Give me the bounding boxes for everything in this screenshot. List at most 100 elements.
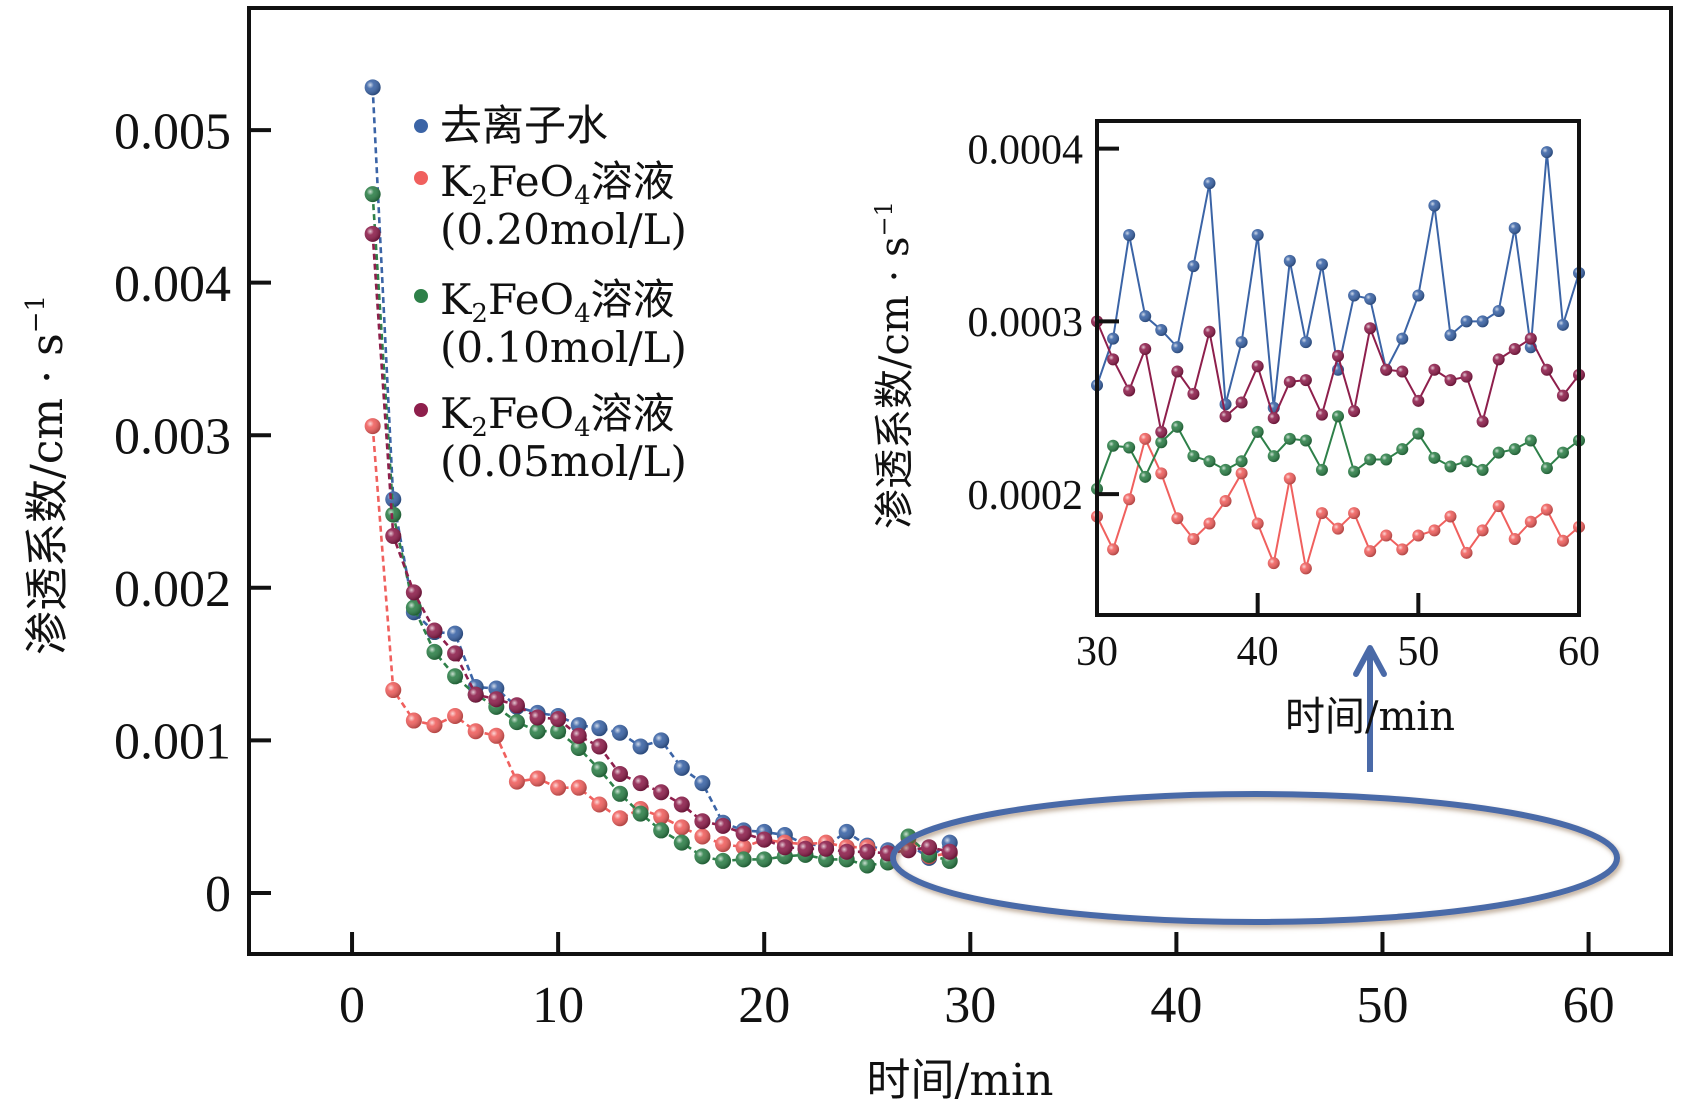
inset-data-point [1396, 332, 1409, 345]
inset-data-point [1508, 343, 1521, 355]
inset-data-point [1364, 322, 1377, 335]
inset-data-point [1283, 375, 1296, 388]
inset-data-point [1396, 543, 1409, 556]
inset-data-point [1332, 410, 1344, 423]
inset-data-point [1283, 432, 1296, 445]
arrow-to-inset [1353, 645, 1387, 772]
main-data-point [591, 761, 608, 778]
inset-data-point [1267, 557, 1280, 570]
main-data-point [735, 851, 752, 868]
inset-data-point [1556, 389, 1569, 402]
main-data-point [632, 805, 649, 822]
inset-data-point [1235, 336, 1248, 349]
inset-data-point [1364, 292, 1377, 305]
inset-data-point [1380, 363, 1393, 376]
main-data-point [529, 723, 546, 740]
inset-y-axis-title: 渗透系数/cm · s−1 [870, 201, 918, 529]
inset-data-point [1428, 524, 1441, 537]
legend-marker-k2feo4-005 [414, 403, 428, 417]
inset-data-point [1556, 534, 1569, 547]
inset-data-point [1412, 529, 1425, 542]
inset-data-point [1380, 529, 1393, 542]
main-x-tick-label: 0 [339, 977, 365, 1034]
highlight-ellipse [890, 791, 1620, 925]
inset-data-point [1251, 517, 1264, 530]
main-data-point [653, 822, 670, 839]
inset-data-point [1123, 229, 1136, 241]
main-data-point [405, 599, 422, 616]
main-plot-frame [247, 6, 1673, 956]
inset-data-point [1492, 446, 1505, 459]
main-data-point [591, 738, 608, 755]
main-data-point [447, 707, 464, 724]
legend-label-k2feo4-020-conc: (0.20mol/L) [440, 205, 687, 254]
inset-data-point [1556, 318, 1569, 331]
main-data-point [715, 817, 731, 834]
main-data-point [859, 843, 876, 860]
inset-data-point [1155, 467, 1168, 480]
inset-data-point [1476, 415, 1489, 428]
main-data-point [488, 727, 505, 744]
main-data-point [570, 779, 587, 796]
inset-data-point [1171, 365, 1184, 378]
inset-data-point [1315, 463, 1328, 476]
main-data-point [776, 839, 793, 856]
inset-series-2 [1091, 410, 1585, 495]
inset-data-point [1444, 460, 1457, 473]
main-data-point [447, 645, 464, 662]
main-data-point [405, 712, 422, 729]
inset-data-point [1540, 146, 1553, 159]
inset-data-point [1123, 384, 1136, 397]
inset-y-axis: 0.0002 0.0003 0.0004 [968, 127, 1119, 519]
main-x-tick-label: 10 [532, 977, 584, 1034]
main-y-tick-label: 0.003 [114, 408, 231, 465]
inset-data-point [1315, 408, 1328, 421]
inset-data-point [1123, 441, 1136, 454]
main-data-point [426, 717, 443, 734]
inset-data-point [1187, 387, 1200, 400]
main-data-point [570, 727, 587, 744]
main-data-point [550, 723, 567, 740]
main-data-point [735, 825, 752, 842]
inset-data-point [1476, 315, 1489, 328]
legend-label-k2feo4-020: K2FeO4溶液 [440, 157, 675, 211]
inset-data-point [1380, 453, 1393, 466]
inset-data-point [1332, 522, 1344, 535]
inset-data-point [1267, 450, 1280, 463]
inset-data-point [1219, 410, 1232, 423]
main-data-point [529, 770, 546, 787]
main-data-point [508, 697, 525, 714]
legend: 去离子水 K2FeO4溶液 (0.20mol/L) K2FeO4溶液 (0.10… [414, 101, 687, 486]
inset-data-point [1364, 545, 1377, 558]
main-data-point [715, 836, 731, 853]
inset-y-tick-label: 0.0004 [968, 127, 1084, 173]
main-data-point [694, 813, 711, 830]
main-y-axis-title-base: 渗透系数/cm · s [22, 333, 73, 655]
inset-series-layer [1091, 146, 1585, 575]
main-data-point [673, 834, 690, 851]
inset-data-point [1364, 453, 1377, 466]
inset-data-point [1540, 503, 1553, 516]
inset-data-point [1396, 443, 1409, 456]
main-x-tick-label: 60 [1563, 977, 1615, 1034]
inset-data-point [1508, 222, 1521, 235]
main-data-point [426, 622, 443, 639]
inset-data-point [1139, 343, 1152, 355]
main-data-point [385, 682, 402, 699]
main-data-point [673, 796, 690, 813]
inset-data-point [1299, 562, 1312, 575]
main-data-point [715, 852, 731, 869]
inset-data-point [1556, 446, 1569, 459]
main-y-tick-label: 0.005 [114, 103, 231, 160]
main-y-tick-label: 0 [205, 866, 231, 923]
inset-data-point [1444, 329, 1457, 342]
legend-label-k2feo4-005: K2FeO4溶液 [440, 389, 675, 443]
inset-data-point [1251, 360, 1264, 373]
inset-data-point [1235, 396, 1248, 409]
inset-data-point [1348, 405, 1361, 418]
main-data-point [818, 840, 835, 857]
inset-x-tick-label: 40 [1237, 629, 1279, 675]
inset-data-point [1492, 500, 1505, 513]
inset-data-point [1540, 363, 1553, 376]
main-y-tick-label: 0.004 [114, 256, 231, 313]
